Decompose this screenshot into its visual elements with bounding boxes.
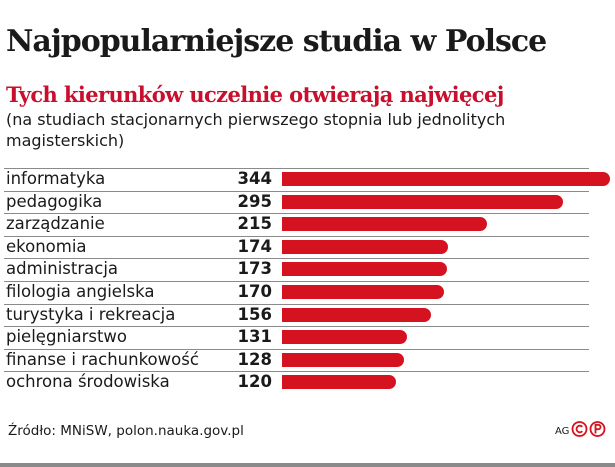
row-separator [4, 213, 589, 215]
data-label: 128 [237, 349, 272, 369]
chart-row: ochrona środowiska 120 [0, 371, 615, 394]
row-separator [4, 326, 589, 328]
bar [282, 262, 447, 277]
chart-row: finanse i rachunkowość 128 [0, 348, 615, 372]
bar [282, 239, 448, 254]
chart-row: turystyka i rekreacja 156 [0, 303, 615, 327]
data-label: 215 [237, 214, 272, 234]
data-label: 344 [237, 169, 272, 188]
page-title: Najpopularniejsze studia w Polsce [6, 24, 547, 59]
category-label: zarządzanie [6, 214, 105, 234]
category-label: finanse i rachunkowość [6, 349, 199, 369]
source-note: Źródło: MNiSW, polon.nauka.gov.pl [8, 423, 244, 439]
row-separator [4, 348, 589, 350]
row-separator [4, 280, 589, 282]
bar [282, 194, 564, 209]
data-label: 170 [237, 281, 272, 301]
chart-note: (na studiach stacjonarnych pierwszego st… [6, 110, 506, 150]
data-label: 131 [237, 327, 272, 347]
chart-row: filologia angielska 170 [0, 280, 615, 304]
bar [282, 375, 397, 390]
copyright-icon [571, 421, 606, 437]
bar [282, 330, 407, 345]
category-label: informatyka [6, 169, 106, 188]
data-label: 173 [237, 259, 272, 279]
category-label: pedagogika [6, 191, 103, 211]
bar [282, 307, 431, 322]
bar [282, 217, 487, 232]
data-label: 120 [237, 372, 272, 392]
category-label: filologia angielska [6, 281, 155, 301]
category-label: ochrona środowiska [6, 372, 170, 392]
row-separator [4, 303, 589, 305]
footer-rule [0, 463, 615, 467]
row-separator [4, 258, 589, 260]
category-label: administracja [6, 259, 119, 279]
bar [282, 172, 610, 186]
bar [282, 352, 405, 367]
author-initials: AG [555, 426, 570, 437]
chart-row: informatyka 344 [0, 168, 615, 191]
data-label: 156 [237, 304, 272, 324]
bar [282, 284, 445, 299]
row-separator [4, 235, 589, 237]
row-separator [4, 168, 589, 169]
chart-subtitle: Tych kierunków uczelnie otwierają najwię… [6, 82, 504, 107]
chart-row: ekonomia 174 [0, 235, 615, 259]
category-label: turystyka i rekreacja [6, 304, 176, 324]
chart-row: zarządzanie 215 [0, 213, 615, 236]
chart-row: administracja 173 [0, 258, 615, 281]
data-label: 295 [237, 191, 272, 211]
category-label: ekonomia [6, 236, 87, 256]
bar-chart: informatyka 344 pedagogika 295 zarządzanie 21… [0, 168, 615, 394]
chart-row: pielęgniarstwo 131 [0, 326, 615, 349]
row-separator [4, 190, 589, 192]
category-label: pielęgniarstwo [6, 327, 128, 347]
chart-row: pedagogika 295 [0, 190, 615, 214]
data-label: 174 [237, 236, 272, 256]
row-separator [4, 371, 589, 373]
